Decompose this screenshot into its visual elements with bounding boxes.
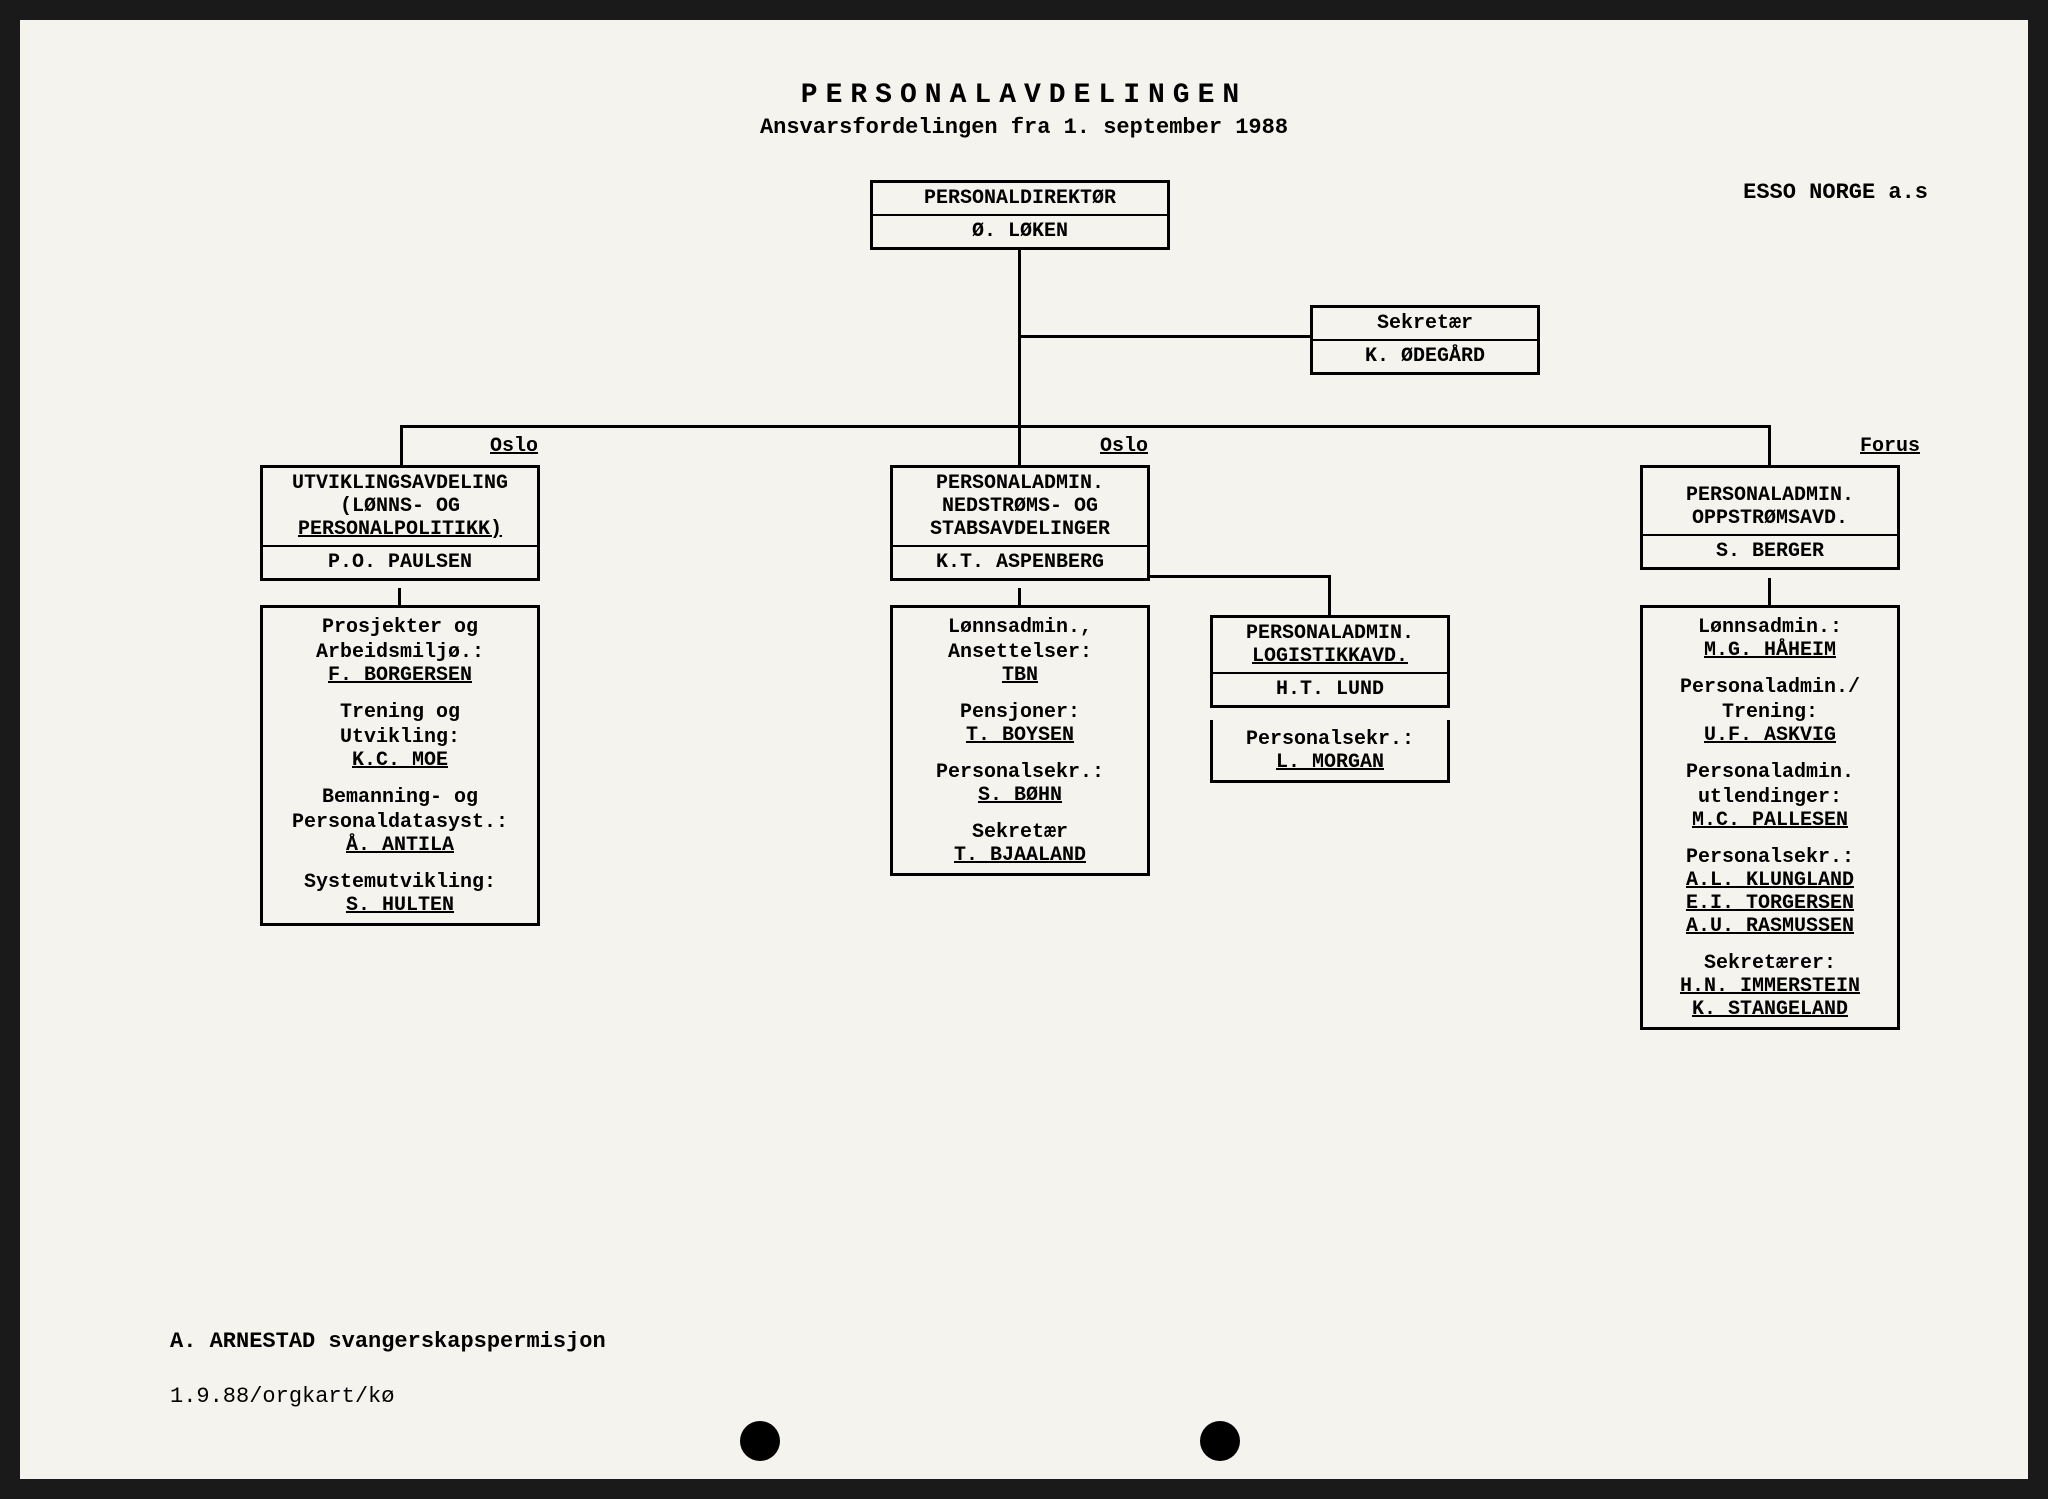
header: PERSONALAVDELINGEN Ansvarsfordelingen fr… xyxy=(100,80,1948,140)
director-box: PERSONALDIREKTØR Ø. LØKEN xyxy=(870,180,1170,250)
connector xyxy=(1768,578,1771,606)
connector xyxy=(1328,575,1331,615)
admin-opp-name: S. BERGER xyxy=(1643,536,1897,567)
location-admin-opp: Forus xyxy=(1860,435,1920,458)
connector xyxy=(1018,588,1021,606)
page: PERSONALAVDELINGEN Ansvarsfordelingen fr… xyxy=(20,20,2028,1479)
admin-opp-title: PERSONALADMIN. OPPSTRØMSAVD. xyxy=(1643,468,1897,536)
connector xyxy=(400,425,403,465)
connector xyxy=(400,425,1770,428)
admin-opp-box: PERSONALADMIN. OPPSTRØMSAVD. S. BERGER xyxy=(1640,465,1900,570)
org-chart: PERSONALDIREKTØR Ø. LØKEN Sekretær K. ØD… xyxy=(100,160,1948,1260)
page-subtitle: Ansvarsfordelingen fra 1. september 1988 xyxy=(100,115,1948,140)
footer-note: A. ARNESTAD svangerskapspermisjon xyxy=(170,1329,606,1354)
secretary-title: Sekretær xyxy=(1313,308,1537,341)
footer: A. ARNESTAD svangerskapspermisjon 1.9.88… xyxy=(170,1329,606,1409)
punch-hole-icon xyxy=(1200,1421,1240,1461)
admin-ned-title: PERSONALADMIN. NEDSTRØMS- OG STABSAVDELI… xyxy=(893,468,1147,547)
admin-log-details: Personalsekr.: L. MORGAN xyxy=(1210,720,1450,783)
footer-ref: 1.9.88/orgkart/kø xyxy=(170,1384,606,1409)
admin-ned-box: PERSONALADMIN. NEDSTRØMS- OG STABSAVDELI… xyxy=(890,465,1150,581)
director-title: PERSONALDIREKTØR xyxy=(873,183,1167,216)
location-dev: Oslo xyxy=(490,435,538,458)
page-title: PERSONALAVDELINGEN xyxy=(100,80,1948,111)
secretary-name: K. ØDEGÅRD xyxy=(1313,341,1537,372)
admin-log-box: PERSONALADMIN. LOGISTIKKAVD. H.T. LUND xyxy=(1210,615,1450,708)
connector xyxy=(1018,335,1310,338)
connector xyxy=(1018,425,1021,465)
dev-details: Prosjekter og Arbeidsmiljø.: F. BORGERSE… xyxy=(260,605,540,926)
admin-log-name: H.T. LUND xyxy=(1213,674,1447,705)
dev-box: UTVIKLINGSAVDELING (LØNNS- OG PERSONALPO… xyxy=(260,465,540,581)
admin-ned-name: K.T. ASPENBERG xyxy=(893,547,1147,578)
dev-name: P.O. PAULSEN xyxy=(263,547,537,578)
director-name: Ø. LØKEN xyxy=(873,216,1167,247)
connector xyxy=(398,588,401,606)
connector xyxy=(1150,575,1330,578)
admin-log-title: PERSONALADMIN. LOGISTIKKAVD. xyxy=(1213,618,1447,674)
punch-hole-icon xyxy=(740,1421,780,1461)
admin-opp-details: Lønnsadmin.: M.G. HÅHEIM Personaladmin./… xyxy=(1640,605,1900,1030)
location-admin-ned: Oslo xyxy=(1100,435,1148,458)
connector xyxy=(1768,425,1771,465)
secretary-box: Sekretær K. ØDEGÅRD xyxy=(1310,305,1540,375)
admin-ned-details: Lønnsadmin., Ansettelser: TBN Pensjoner:… xyxy=(890,605,1150,876)
dev-title: UTVIKLINGSAVDELING (LØNNS- OG PERSONALPO… xyxy=(263,468,537,547)
